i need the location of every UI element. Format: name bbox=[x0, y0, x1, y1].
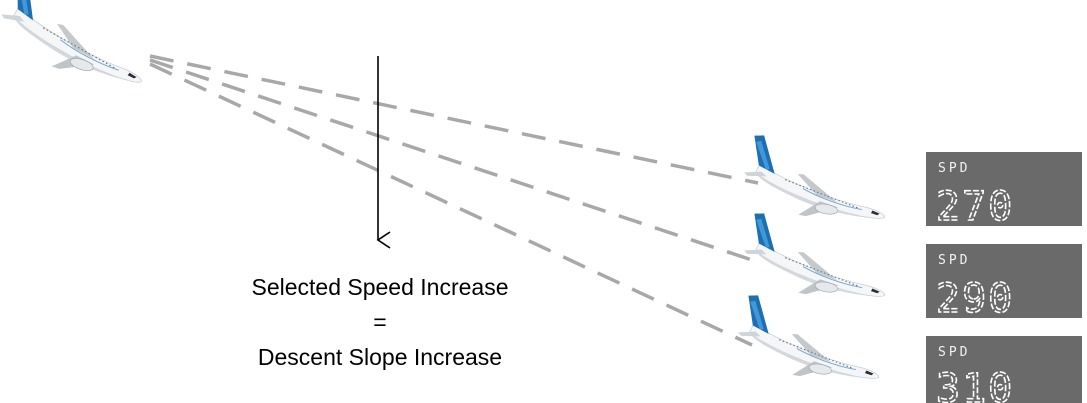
aircraft-start-icon bbox=[0, 0, 162, 95]
spd-label: SPD bbox=[938, 345, 970, 360]
caption-line-1: Selected Speed Increase bbox=[251, 274, 508, 300]
spd-value: 310 bbox=[936, 366, 1014, 403]
spd-value: 270 bbox=[936, 184, 1014, 230]
caption-line-3: Descent Slope Increase bbox=[258, 344, 502, 370]
spd-value: 290 bbox=[936, 276, 1014, 322]
aircraft-290-icon bbox=[737, 210, 896, 309]
descent-path-310 bbox=[149, 62, 753, 347]
speed-display-310: SPD 310 bbox=[926, 336, 1082, 403]
descent-paths bbox=[149, 54, 759, 347]
speed-display-270: SPD 270 bbox=[926, 152, 1082, 231]
caption: Selected Speed Increase = Descent Slope … bbox=[251, 274, 508, 370]
spd-label: SPD bbox=[938, 253, 970, 268]
spd-label: SPD bbox=[938, 161, 970, 176]
speed-display-290: SPD 290 bbox=[926, 244, 1082, 323]
descent-path-270 bbox=[149, 54, 759, 185]
descent-path-290 bbox=[149, 58, 759, 264]
caption-line-2: = bbox=[373, 309, 386, 335]
aircraft-310-icon bbox=[731, 292, 890, 391]
